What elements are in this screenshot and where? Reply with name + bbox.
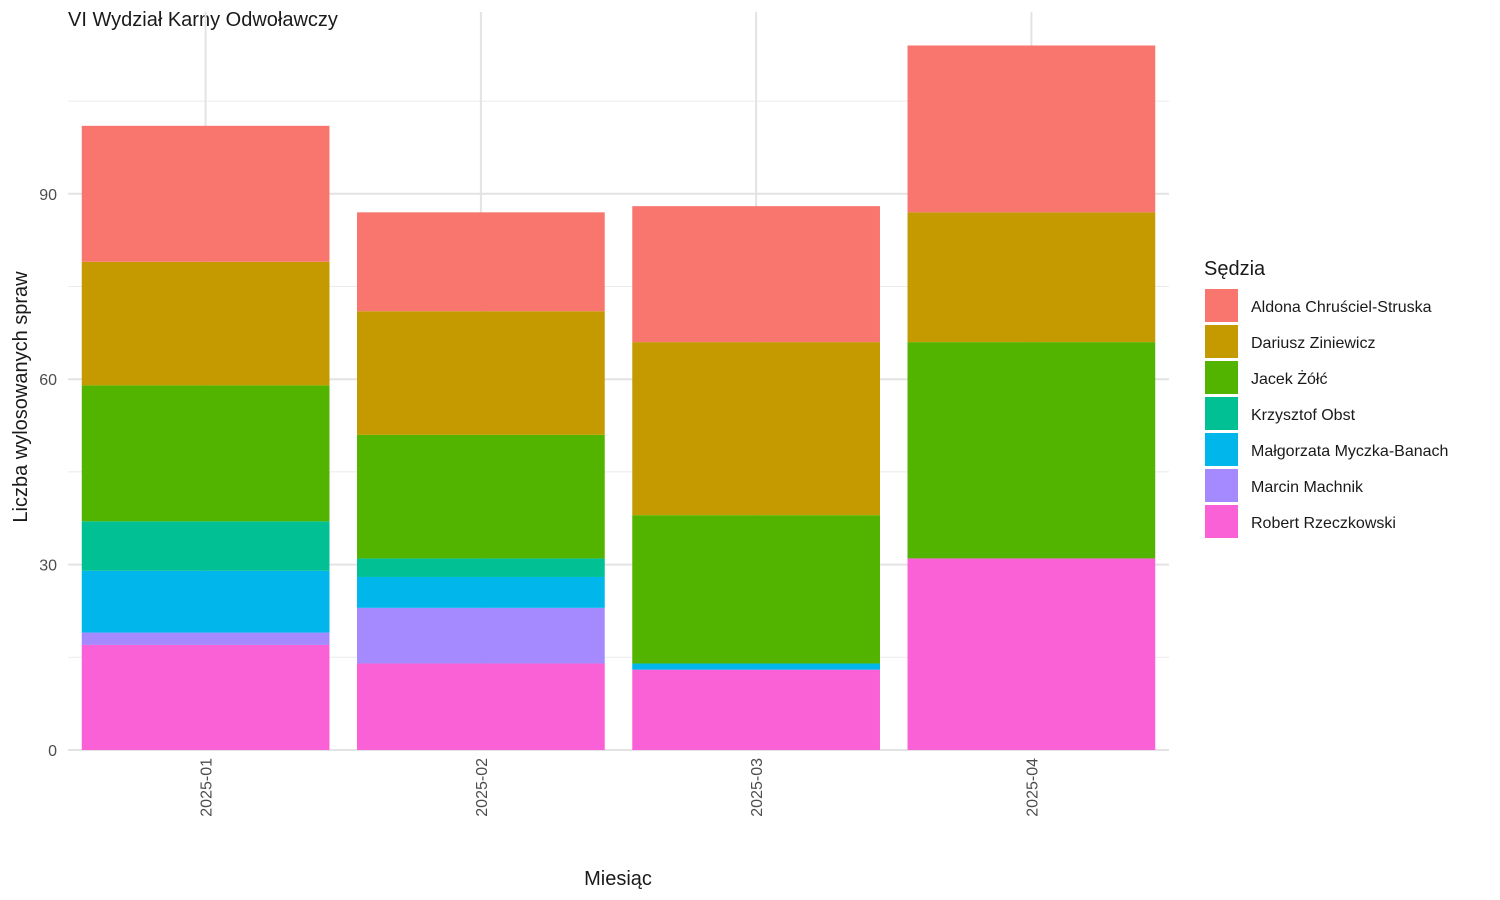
- bar-segment: [632, 206, 880, 343]
- bar-segment: [81, 385, 330, 522]
- bar-segment: [907, 45, 1156, 213]
- legend-swatch: [1205, 325, 1238, 358]
- legend-label: Marcin Machnik: [1251, 479, 1364, 496]
- bar-segment: [357, 576, 605, 608]
- bar-segment: [907, 558, 1156, 750]
- legend-swatch: [1205, 469, 1238, 502]
- x-axis-ticks: 2025-01 2025-02 2025-03 2025-04: [199, 758, 1042, 817]
- legend-title: Sędzia: [1204, 258, 1266, 280]
- y-tick-label: 60: [39, 372, 57, 389]
- bar-segment: [907, 342, 1156, 559]
- y-axis-ticks: 0 30 60 90: [39, 187, 57, 760]
- bar-segment: [81, 261, 330, 386]
- bar-segment: [357, 607, 605, 664]
- legend-swatch: [1205, 289, 1238, 322]
- bar-segment: [357, 311, 605, 435]
- bar-segment: [357, 663, 605, 750]
- legend-swatch: [1205, 397, 1238, 430]
- bar-segment: [81, 521, 330, 571]
- bar-segment: [357, 212, 605, 312]
- y-tick-label: 0: [48, 743, 57, 760]
- chart-title: VI Wydział Karny Odwoławczy: [68, 9, 338, 31]
- x-tick-label: 2025-02: [474, 758, 491, 817]
- bar-segment: [632, 663, 880, 670]
- legend-swatch: [1205, 505, 1238, 538]
- legend-label: Krzysztof Obst: [1251, 407, 1356, 424]
- bar-segment: [81, 570, 330, 633]
- legend-label: Aldona Chruściel-Struska: [1251, 299, 1432, 316]
- legend-swatch: [1205, 361, 1238, 394]
- y-tick-label: 90: [39, 187, 57, 204]
- bar-segment: [81, 644, 330, 750]
- bar-segment: [357, 434, 605, 559]
- bar-segment: [81, 125, 330, 262]
- bar-segment: [632, 669, 880, 750]
- bar-segment: [907, 212, 1156, 343]
- y-axis-title: Liczba wylosowanych spraw: [10, 271, 32, 523]
- legend-swatch: [1205, 433, 1238, 466]
- legend-label: Jacek Żółć: [1251, 369, 1327, 388]
- x-tick-label: 2025-03: [749, 758, 766, 817]
- y-tick-label: 30: [39, 558, 57, 575]
- x-tick-label: 2025-01: [199, 758, 216, 817]
- bar-segment: [632, 515, 880, 664]
- x-axis-title: Miesiąc: [584, 868, 652, 890]
- legend-label: Dariusz Ziniewicz: [1251, 335, 1375, 352]
- legend-label: Robert Rzeczkowski: [1251, 515, 1396, 532]
- legend-label: Małgorzata Myczka-Banach: [1251, 443, 1448, 460]
- bar-segment: [632, 342, 880, 516]
- bars: [81, 45, 1156, 750]
- bar-segment: [81, 632, 330, 645]
- x-tick-label: 2025-04: [1024, 758, 1041, 817]
- bar-segment: [357, 558, 605, 577]
- legend: Sędzia Aldona Chruściel-Struska Dariusz Z…: [1204, 258, 1448, 538]
